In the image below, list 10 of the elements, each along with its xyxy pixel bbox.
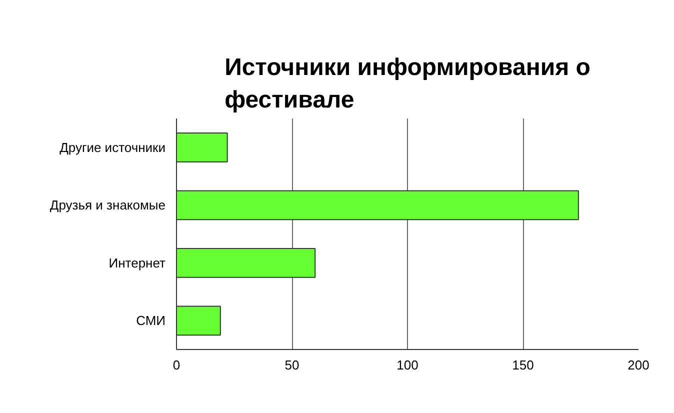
x-tick-label: 0 — [172, 358, 180, 372]
y-tick-label: СМИ — [136, 313, 166, 328]
y-tick-label: Друзья и знакомые — [50, 198, 166, 213]
x-tick-label: 50 — [284, 358, 300, 372]
x-tick-label: 100 — [396, 358, 418, 372]
x-tick-label: 150 — [512, 358, 534, 372]
y-tick-label: Интернет — [108, 255, 166, 270]
chart-title: Источники информирования о фестивале — [224, 54, 590, 114]
x-tick-label: 200 — [628, 358, 650, 372]
y-tick-label: Другие источники — [60, 140, 166, 155]
